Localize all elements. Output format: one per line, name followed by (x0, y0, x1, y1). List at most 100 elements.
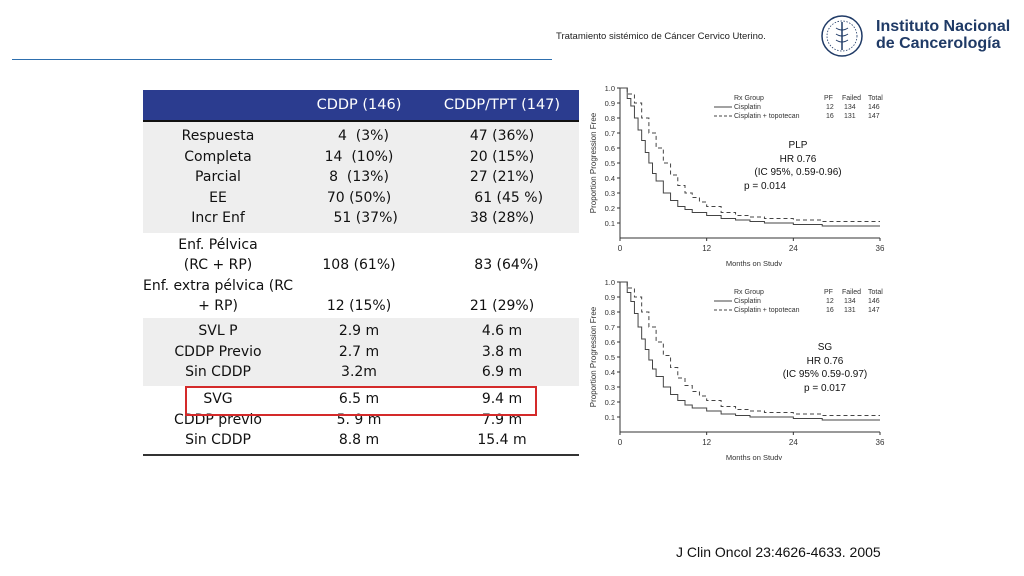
km-chart-sg: 0.1 0.2 0.3 0.4 0.5 0.6 0.7 0.8 0.9 1.0 0 12 24 36 Mon… (584, 272, 894, 460)
institution-name: Instituto Nacional de Cancerología (876, 18, 1010, 52)
x-axis-label: Months on Study (726, 453, 783, 460)
y-axis-label: Proportion Progression Free (589, 112, 598, 213)
legend-value: 131 (844, 307, 856, 314)
y-tick-label: 0.9 (605, 293, 615, 302)
legend-header: Rx Group (734, 95, 764, 102)
legend-header: Failed (842, 289, 861, 296)
legend-value: 131 (844, 113, 856, 120)
y-tick-label: 1.0 (605, 278, 615, 287)
x-tick-label: 36 (876, 438, 885, 447)
y-tick-label: 0.3 (605, 189, 615, 198)
annotation-plp: PLP HR 0.76 (IC 95%, 0.59-0.96) p = 0.01… (728, 139, 868, 193)
y-tick-label: 0.1 (605, 219, 615, 228)
row-labels: SVG CDDP previo Sin CDDP (143, 386, 294, 456)
y-tick-label: 0.4 (605, 368, 615, 377)
legend-header: Failed (842, 95, 861, 102)
km-chart-plp: 0.1 0.2 0.3 0.4 0.5 0.6 0.7 0.8 0.9 1.0 0 12 24 36 Mon… (584, 78, 894, 266)
x-tick-label: 24 (789, 244, 798, 253)
series-line-cisplatin-topotecan (620, 281, 880, 416)
tpt-values: 4.6 m 3.8 m 6.9 m (425, 318, 579, 386)
tpt-values: 83 (64%) 21 (29%) (425, 233, 579, 318)
column-header-cddp: CDDP (146) (293, 90, 425, 122)
legend-value: 147 (868, 307, 880, 314)
legend-value: 146 (868, 298, 880, 305)
cddp-values: 2.9 m 2.7 m 3.2m (293, 318, 425, 386)
legend-label: Cisplatin (734, 298, 761, 305)
table-row-pfs: SVL P CDDP Previo Sin CDDP 2.9 m 2.7 m 3.2m … (143, 318, 579, 386)
tpt-values: 47 (36%) 20 (15%) 27 (21%) 61 (45 %) 38 (28… (425, 121, 579, 233)
x-tick-label: 36 (876, 244, 885, 253)
y-tick-label: 0.2 (605, 204, 615, 213)
series-line-cisplatin (620, 87, 880, 227)
annotation-line: p = 0.014 (744, 180, 786, 192)
row-labels: Enf. Pélvica (RC + RP) Enf. extra pélvica … (143, 233, 294, 318)
y-tick-label: 0.6 (605, 338, 615, 347)
y-tick-label: 0.4 (605, 174, 615, 183)
institution-line-1: Instituto Nacional (876, 18, 1011, 35)
row-labels: SVL P CDDP Previo Sin CDDP (143, 318, 294, 386)
institution-seal-icon (820, 14, 864, 58)
x-tick-label: 24 (789, 438, 798, 447)
annotation-line: PLP (788, 140, 808, 151)
cddp-values: 108 (61%) 12 (15%) (293, 233, 425, 318)
annotation-line: (IC 95%, 0.59-0.96) (754, 167, 842, 178)
citation: J Clin Oncol 23:4626-4633. 2005 (676, 544, 881, 560)
table-row-response: Respuesta Completa Parcial EE Incr Enf 4 (3%… (143, 121, 579, 233)
legend-value: 16 (826, 307, 834, 314)
y-tick-label: 0.3 (605, 383, 615, 392)
series-line-cisplatin (620, 281, 880, 421)
legend-header: PF (824, 95, 833, 102)
km-plot-os: 0.1 0.2 0.3 0.4 0.5 0.6 0.7 0.8 0.9 1.0 0 12 24 36 Mon… (589, 278, 885, 460)
row-labels: Respuesta Completa Parcial EE Incr Enf (143, 121, 294, 233)
svg-highlight-box (185, 386, 537, 416)
x-tick-label: 0 (618, 438, 623, 447)
y-tick-label: 0.6 (605, 144, 615, 153)
table-row-disease-site: Enf. Pélvica (RC + RP) Enf. extra pélvica … (143, 233, 579, 318)
legend-value: 134 (844, 104, 856, 111)
y-tick-label: 0.7 (605, 323, 615, 332)
header-divider (12, 59, 552, 60)
legend-header: Total (868, 289, 883, 296)
y-tick-label: 0.8 (605, 114, 615, 123)
legend-label: Cisplatin + topotecan (734, 307, 800, 314)
table-header-row: CDDP (146) CDDP/TPT (147) (143, 90, 579, 122)
legend-value: 134 (844, 298, 856, 305)
legend-value: 146 (868, 104, 880, 111)
legend-header: PF (824, 289, 833, 296)
column-header-cddp-tpt: CDDP/TPT (147) (425, 90, 579, 122)
y-tick-label: 0.5 (605, 159, 615, 168)
column-header-empty (143, 90, 294, 122)
x-axis-label: Months on Study (726, 259, 783, 266)
legend-label: Cisplatin + topotecan (734, 113, 800, 120)
annotation-line: p = 0.017 (804, 382, 846, 394)
annotation-line: HR 0.76 (806, 355, 844, 367)
presentation-subtitle: Tratamiento sistémico de Cáncer Cervico … (556, 31, 766, 42)
y-tick-label: 0.5 (605, 353, 615, 362)
y-tick-label: 0.2 (605, 398, 615, 407)
y-tick-label: 0.1 (605, 413, 615, 422)
institution-line-2: de Cancerología (876, 35, 1001, 52)
legend-header: Rx Group (734, 289, 764, 296)
annotation-line: SG (817, 342, 833, 353)
legend-label: Cisplatin (734, 104, 761, 111)
legend-value: 16 (826, 113, 834, 120)
tpt-values: 9.4 m 7.9 m 15.4 m (425, 386, 579, 456)
annotation-line: (IC 95% 0.59-0.97) (782, 369, 868, 380)
legend-value: 12 (826, 298, 834, 305)
x-tick-label: 12 (702, 438, 711, 447)
y-tick-label: 1.0 (605, 84, 615, 93)
y-tick-label: 0.8 (605, 308, 615, 317)
y-tick-label: 0.7 (605, 129, 615, 138)
legend-value: 147 (868, 113, 880, 120)
legend-value: 12 (826, 104, 834, 111)
x-tick-label: 0 (618, 244, 623, 253)
y-tick-label: 0.9 (605, 99, 615, 108)
legend-header: Total (868, 95, 883, 102)
km-plot-pfs: 0.1 0.2 0.3 0.4 0.5 0.6 0.7 0.8 0.9 1.0 0 12 24 36 Mon… (589, 84, 885, 266)
annotation-line: HR 0.76 (779, 153, 817, 165)
y-axis-label: Proportion Progression Free (589, 306, 598, 407)
cddp-values: 4 (3%) 14 (10%) 8 (13%) 70 (50%) 51 (37%) (293, 121, 425, 233)
annotation-sg: SG HR 0.76 (IC 95% 0.59-0.97) p = 0.017 (755, 341, 895, 395)
x-tick-label: 12 (702, 244, 711, 253)
series-line-cisplatin-topotecan (620, 87, 880, 222)
